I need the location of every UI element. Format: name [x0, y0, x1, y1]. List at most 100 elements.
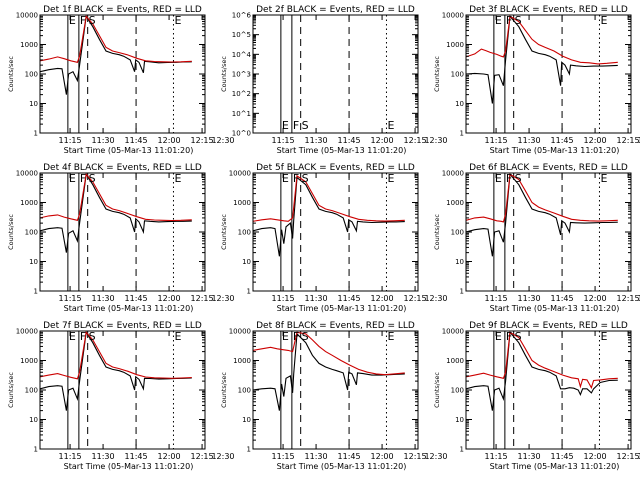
plot-frame	[39, 330, 206, 450]
y-tick-label: 100	[25, 71, 38, 79]
event-letter-e: E	[387, 330, 394, 343]
plot-area	[40, 15, 192, 133]
x-axis-label: Start Time (05-Mar-13 11:01:20)	[277, 304, 407, 313]
x-tick-label: 11:30	[518, 294, 541, 303]
y-tick-label: 1000	[20, 41, 38, 49]
x-tick-label: 11:30	[92, 294, 115, 303]
x-tick-label: 12:00	[158, 136, 181, 145]
y-tick-label: 10^4	[232, 51, 252, 59]
y-tick-label: 10	[29, 416, 38, 424]
event-letter-e: E	[495, 330, 502, 343]
event-letter-e: E	[600, 14, 607, 27]
x-axis-label: Start Time (05-Mar-13 11:01:20)	[277, 146, 407, 155]
panel-title: Det 7f BLACK = Events, RED = LLD	[43, 321, 202, 331]
x-tick-label: 11:30	[92, 136, 115, 145]
plot-frame	[252, 14, 419, 134]
y-axis-label: Counts/sec	[7, 56, 15, 92]
detector-panel-7: Det 7f BLACK = Events, RED = LLD Counts/s…	[7, 321, 235, 471]
x-tick-label: 12:30	[424, 452, 447, 461]
plot-area	[466, 173, 618, 291]
x-tick-label: 12:30	[637, 452, 640, 461]
y-tick-label: 10000	[16, 328, 38, 336]
x-tick-label: 11:30	[518, 452, 541, 461]
plot-area	[253, 173, 405, 291]
x-tick-label: 12:30	[211, 136, 234, 145]
y-axis-label: Counts/sec	[7, 214, 15, 250]
y-tick-label: 10000	[442, 170, 464, 178]
event-letter-f: F	[80, 172, 86, 185]
x-tick-label: 12:15	[404, 136, 427, 145]
x-tick-label: 12:30	[637, 136, 640, 145]
event-letter-e: E	[174, 330, 181, 343]
detector-panel-2: Det 2f BLACK = Events, RED = LLD Counts/s…	[220, 5, 448, 155]
y-tick-label: 10000	[442, 328, 464, 336]
lld-series-line	[40, 15, 192, 63]
event-letter-s: S	[302, 330, 309, 343]
x-tick-label: 11:30	[305, 452, 328, 461]
event-letter-e: E	[174, 14, 181, 27]
plot-area	[253, 331, 405, 449]
x-tick-label: 12:15	[617, 452, 640, 461]
x-tick-label: 11:15	[272, 136, 295, 145]
panel-title: Det 8f BLACK = Events, RED = LLD	[256, 321, 415, 331]
x-tick-label: 12:30	[424, 136, 447, 145]
y-axis-label: Counts/sec	[220, 214, 228, 250]
plot-area	[40, 173, 192, 291]
y-axis-label: Counts/sec	[7, 372, 15, 408]
event-letter-s: S	[89, 330, 96, 343]
y-tick-label: 10^2	[232, 90, 251, 98]
x-axis-label: Start Time (05-Mar-13 11:01:20)	[64, 304, 194, 313]
event-letter-s: S	[89, 14, 96, 27]
x-axis-label: Start Time (05-Mar-13 11:01:20)	[64, 462, 194, 471]
x-tick-label: 11:15	[272, 452, 295, 461]
events-series-line	[466, 173, 618, 257]
x-tick-label: 12:30	[211, 294, 234, 303]
x-tick-label: 11:15	[59, 452, 82, 461]
lld-series-line	[40, 173, 192, 222]
event-letter-f: F	[506, 14, 512, 27]
detector-panel-6: Det 6f BLACK = Events, RED = LLD Counts/s…	[433, 163, 640, 313]
y-tick-label: 1	[247, 446, 251, 454]
y-tick-label: 100	[451, 229, 464, 237]
event-letter-e: E	[495, 14, 502, 27]
event-letter-e: E	[174, 172, 181, 185]
y-tick-label: 100	[451, 71, 464, 79]
y-axis-label: Counts/sec	[433, 214, 441, 250]
x-tick-label: 11:30	[518, 136, 541, 145]
x-tick-label: 12:30	[424, 294, 447, 303]
y-tick-label: 1000	[446, 199, 464, 207]
plot-frame	[252, 172, 419, 292]
plot-area	[466, 15, 618, 133]
x-tick-label: 12:15	[191, 294, 214, 303]
event-letter-s: S	[515, 14, 522, 27]
x-tick-label: 12:15	[617, 136, 640, 145]
plot-frame	[39, 14, 206, 134]
x-tick-label: 11:45	[338, 294, 361, 303]
event-letter-f: F	[506, 172, 512, 185]
events-series-line	[253, 176, 405, 257]
plot-area	[466, 331, 618, 449]
event-letter-s: S	[302, 119, 309, 132]
x-tick-label: 12:00	[158, 452, 181, 461]
detector-panel-1: Det 1f BLACK = Events, RED = LLD Counts/s…	[7, 5, 235, 155]
event-letter-e: E	[282, 172, 289, 185]
y-tick-label: 10	[455, 416, 464, 424]
y-tick-label: 1000	[446, 41, 464, 49]
x-tick-label: 11:15	[485, 452, 508, 461]
y-tick-label: 1	[34, 446, 38, 454]
event-letter-f: F	[293, 330, 299, 343]
event-letter-e: E	[387, 172, 394, 185]
x-axis-label: Start Time (05-Mar-13 11:01:20)	[490, 462, 620, 471]
x-tick-label: 12:30	[637, 294, 640, 303]
event-letter-s: S	[89, 172, 96, 185]
y-tick-label: 10	[242, 258, 251, 266]
panel-title: Det 6f BLACK = Events, RED = LLD	[469, 163, 628, 173]
y-axis-label: Counts/sec	[433, 56, 441, 92]
lld-series-line	[466, 331, 618, 390]
y-tick-label: 1000	[20, 199, 38, 207]
x-tick-label: 12:15	[191, 136, 214, 145]
plot-area	[40, 331, 192, 449]
y-tick-label: 100	[451, 387, 464, 395]
detector-panel-5: Det 5f BLACK = Events, RED = LLD Counts/s…	[220, 163, 448, 313]
